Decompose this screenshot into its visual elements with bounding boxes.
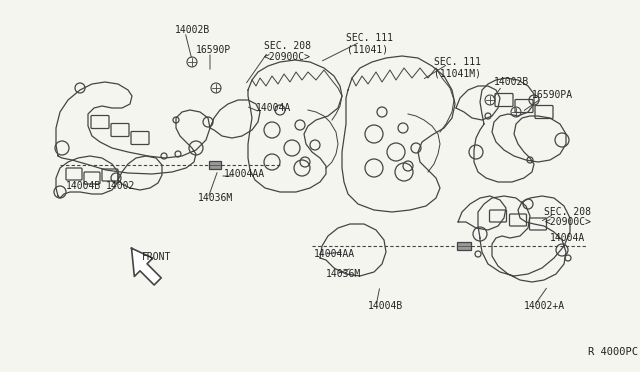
Text: 14036M: 14036M (198, 193, 233, 203)
Bar (457, 242, 471, 250)
Text: (11041M): (11041M) (434, 68, 481, 78)
Text: 14002: 14002 (106, 181, 136, 191)
Text: 14004B: 14004B (368, 301, 403, 311)
Text: 14002+A: 14002+A (524, 301, 565, 311)
Text: FRONT: FRONT (142, 252, 172, 262)
Text: SEC. 111: SEC. 111 (434, 57, 481, 67)
Text: 14036M: 14036M (326, 269, 361, 279)
Text: 14004B: 14004B (66, 181, 101, 191)
Text: <20900C>: <20900C> (545, 217, 592, 227)
Text: 14002B: 14002B (494, 77, 529, 87)
Text: 14004A: 14004A (550, 233, 585, 243)
Text: 16590P: 16590P (196, 45, 231, 55)
Polygon shape (131, 248, 161, 285)
Text: 14002B: 14002B (175, 25, 211, 35)
Text: SEC. 111: SEC. 111 (346, 33, 393, 43)
Text: 14004A: 14004A (256, 103, 291, 113)
Text: 14004AA: 14004AA (224, 169, 265, 179)
Text: (11041): (11041) (347, 44, 388, 54)
Text: R 4000PC: R 4000PC (588, 347, 638, 357)
Text: SEC. 208: SEC. 208 (544, 207, 591, 217)
Text: <20900C>: <20900C> (264, 52, 311, 62)
Text: 16590PA: 16590PA (532, 90, 573, 100)
Text: 14004AA: 14004AA (314, 249, 355, 259)
Text: SEC. 208: SEC. 208 (264, 41, 311, 51)
Bar (209, 161, 221, 169)
